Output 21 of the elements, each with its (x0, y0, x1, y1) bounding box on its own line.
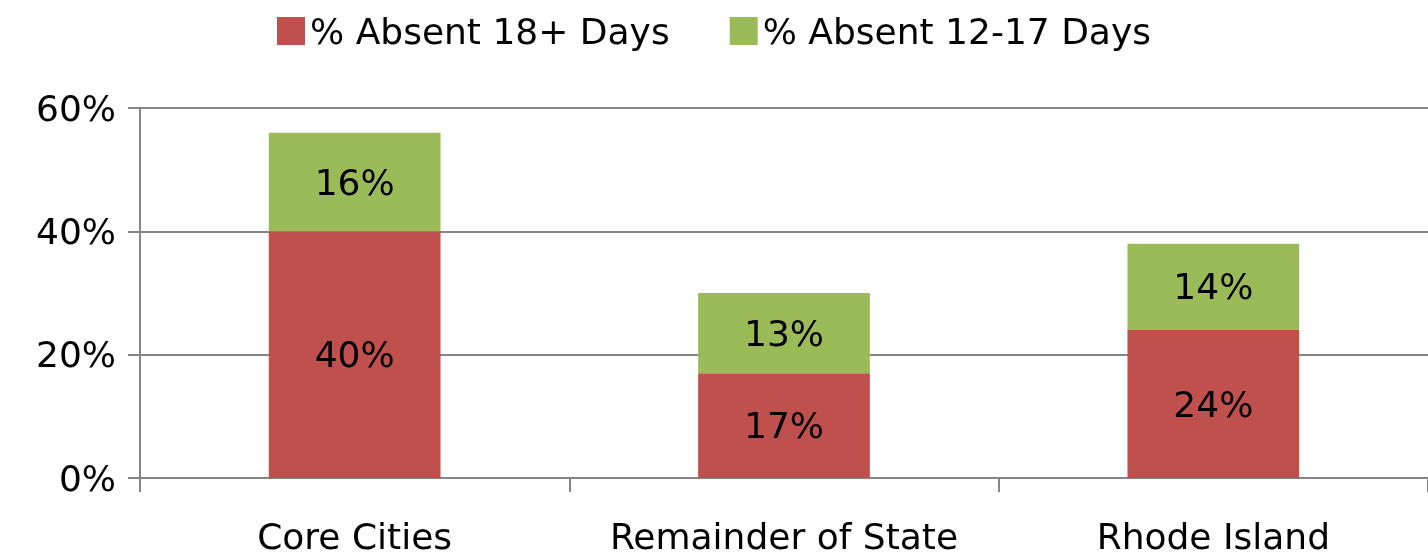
x-tick-label: Remainder of State (609, 515, 959, 557)
bar (698, 373, 870, 478)
data-label: 16% (314, 161, 395, 203)
data-label: 14% (1173, 266, 1254, 308)
bar (1127, 243, 1300, 330)
data-label: 24% (1173, 383, 1254, 425)
bar (268, 231, 441, 478)
x-tick-label: Core Cities (257, 515, 453, 557)
y-tick-label: 0% (58, 457, 116, 499)
y-tick-label: 40% (35, 210, 116, 252)
bar (268, 132, 441, 232)
data-label: 40% (314, 334, 395, 376)
legend-label: % Absent 12-17 Days (762, 10, 1151, 52)
bar (1127, 330, 1300, 478)
y-tick-label: 60% (35, 87, 116, 129)
legend-label: % Absent 18+ Days (310, 10, 670, 52)
data-label: 17% (743, 405, 825, 447)
bar (698, 293, 870, 374)
data-label: 13% (743, 312, 825, 354)
y-tick-label: 20% (35, 334, 116, 376)
x-tick-label: Rhode Island (1096, 515, 1331, 557)
